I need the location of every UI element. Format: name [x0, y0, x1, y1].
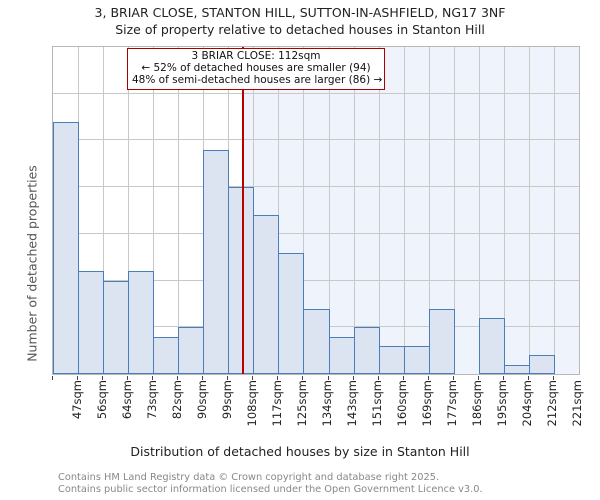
x-tick-mark-134sqm [302, 376, 304, 380]
gridline-x-15 [428, 47, 430, 374]
annotation-line-2: ← 52% of detached houses are smaller (94… [141, 61, 371, 74]
gridline-x-20 [553, 47, 555, 374]
gridline-x-2 [103, 47, 105, 374]
bar-169sqm [403, 345, 430, 374]
chart-title: 3, BRIAR CLOSE, STANTON HILL, SUTTON-IN-… [0, 4, 600, 38]
gridline-x-3 [128, 47, 130, 374]
gridline-x-12 [353, 47, 355, 374]
gridline-y-10 [53, 279, 579, 281]
x-axis-label: Distribution of detached houses by size … [130, 444, 470, 459]
bar-56sqm [78, 271, 105, 374]
x-tick-151sqm: 151sqm [370, 380, 385, 427]
x-tick-mark-186sqm [452, 376, 454, 380]
x-tick-mark-160sqm [377, 376, 379, 380]
x-axis: 47sqm 56sqm 64sqm 73sqm 82sqm 90sqm 99sqm 108sq… [52, 376, 584, 438]
bar-195sqm [478, 317, 505, 374]
gridline-x-11 [328, 47, 330, 374]
x-tick-mark-90sqm [177, 376, 179, 380]
bar-204sqm [503, 364, 530, 374]
bar-177sqm [428, 308, 455, 374]
x-tick-mark-108sqm [227, 376, 229, 380]
x-tick-mark-169sqm [402, 376, 404, 380]
gridline-x-17 [478, 47, 480, 374]
x-tick-mark-212sqm [527, 376, 529, 380]
bar-160sqm [378, 345, 405, 374]
x-tick-73sqm: 73sqm [144, 380, 159, 420]
bar-90sqm [178, 327, 205, 374]
gridline-x-16 [453, 47, 455, 374]
x-tick-mark-56sqm [77, 376, 79, 380]
bar-99sqm [203, 149, 230, 374]
x-tick-169sqm: 169sqm [420, 380, 435, 427]
x-tick-mark-125sqm [277, 376, 279, 380]
x-tick-204sqm: 204sqm [520, 380, 535, 427]
x-tick-mark-221sqm [552, 376, 554, 380]
x-tick-117sqm: 117sqm [269, 380, 284, 427]
gridline-y-25 [53, 139, 579, 141]
x-tick-221sqm: 221sqm [570, 380, 585, 427]
footer-line-1: Contains HM Land Registry data © Crown c… [58, 472, 440, 483]
y-axis-label: Number of detached properties [24, 165, 40, 362]
bar-117sqm [253, 215, 280, 374]
bar-151sqm [353, 327, 380, 374]
gridline-x-9 [278, 47, 280, 374]
bar-64sqm [103, 280, 130, 374]
bar-125sqm [278, 252, 305, 374]
annotation-callout: 3 BRIAR CLOSE: 112sqm ← 52% of detached … [127, 48, 385, 91]
gridline-x-18 [503, 47, 505, 374]
x-tick-177sqm: 177sqm [445, 380, 460, 427]
x-tick-186sqm: 186sqm [470, 380, 485, 427]
gridline-x-4 [153, 47, 155, 374]
x-tick-143sqm: 143sqm [345, 380, 360, 427]
title-line-subtitle: Size of property relative to detached ho… [115, 22, 485, 37]
property-size-marker-line [242, 47, 245, 374]
gridline-x-13 [378, 47, 380, 374]
x-tick-mark-117sqm [252, 376, 254, 380]
bar-134sqm [303, 308, 330, 374]
x-tick-mark-47sqm [52, 376, 53, 380]
gridline-y-20 [53, 186, 579, 188]
annotation-line-3: 48% of semi-detached houses are larger (… [132, 73, 383, 86]
gridline-y-30 [53, 92, 579, 94]
x-tick-64sqm: 64sqm [119, 380, 134, 420]
x-tick-mark-82sqm [152, 376, 154, 380]
gridline-x-5 [178, 47, 180, 374]
x-tick-mark-151sqm [352, 376, 354, 380]
bar-73sqm [128, 271, 155, 374]
x-tick-mark-195sqm [477, 376, 479, 380]
x-tick-mark-73sqm [127, 376, 129, 380]
x-tick-90sqm: 90sqm [194, 380, 209, 420]
footer-line-2: Contains public sector information licen… [58, 483, 483, 495]
x-tick-212sqm: 212sqm [545, 380, 560, 427]
x-tick-56sqm: 56sqm [94, 380, 109, 420]
x-tick-108sqm: 108sqm [244, 380, 259, 427]
plot-area [52, 46, 580, 375]
x-tick-195sqm: 195sqm [495, 380, 510, 427]
x-tick-mark-99sqm [202, 376, 204, 380]
x-tick-47sqm: 47sqm [69, 380, 84, 420]
gridline-y-35 [53, 46, 579, 47]
bar-143sqm [328, 336, 355, 374]
bar-82sqm [153, 336, 180, 374]
gridline-x-19 [528, 47, 530, 374]
title-line-address: 3, BRIAR CLOSE, STANTON HILL, SUTTON-IN-… [94, 5, 506, 20]
x-tick-125sqm: 125sqm [294, 380, 309, 427]
footer-attribution: Contains HM Land Registry data © Crown c… [58, 472, 598, 495]
gridline-y-15 [53, 232, 579, 234]
x-tick-160sqm: 160sqm [395, 380, 410, 427]
gridline-x-14 [403, 47, 405, 374]
bar-212sqm [528, 355, 555, 374]
x-tick-99sqm: 99sqm [219, 380, 234, 420]
x-tick-mark-143sqm [327, 376, 329, 380]
x-tick-82sqm: 82sqm [169, 380, 184, 420]
bar-47sqm [53, 121, 80, 374]
x-tick-134sqm: 134sqm [320, 380, 334, 427]
annotation-line-1: 3 BRIAR CLOSE: 112sqm [191, 50, 321, 62]
x-tick-mark-204sqm [502, 376, 504, 380]
x-tick-mark-177sqm [427, 376, 429, 380]
x-tick-mark-64sqm [102, 376, 104, 380]
gridline-x-10 [303, 47, 305, 374]
